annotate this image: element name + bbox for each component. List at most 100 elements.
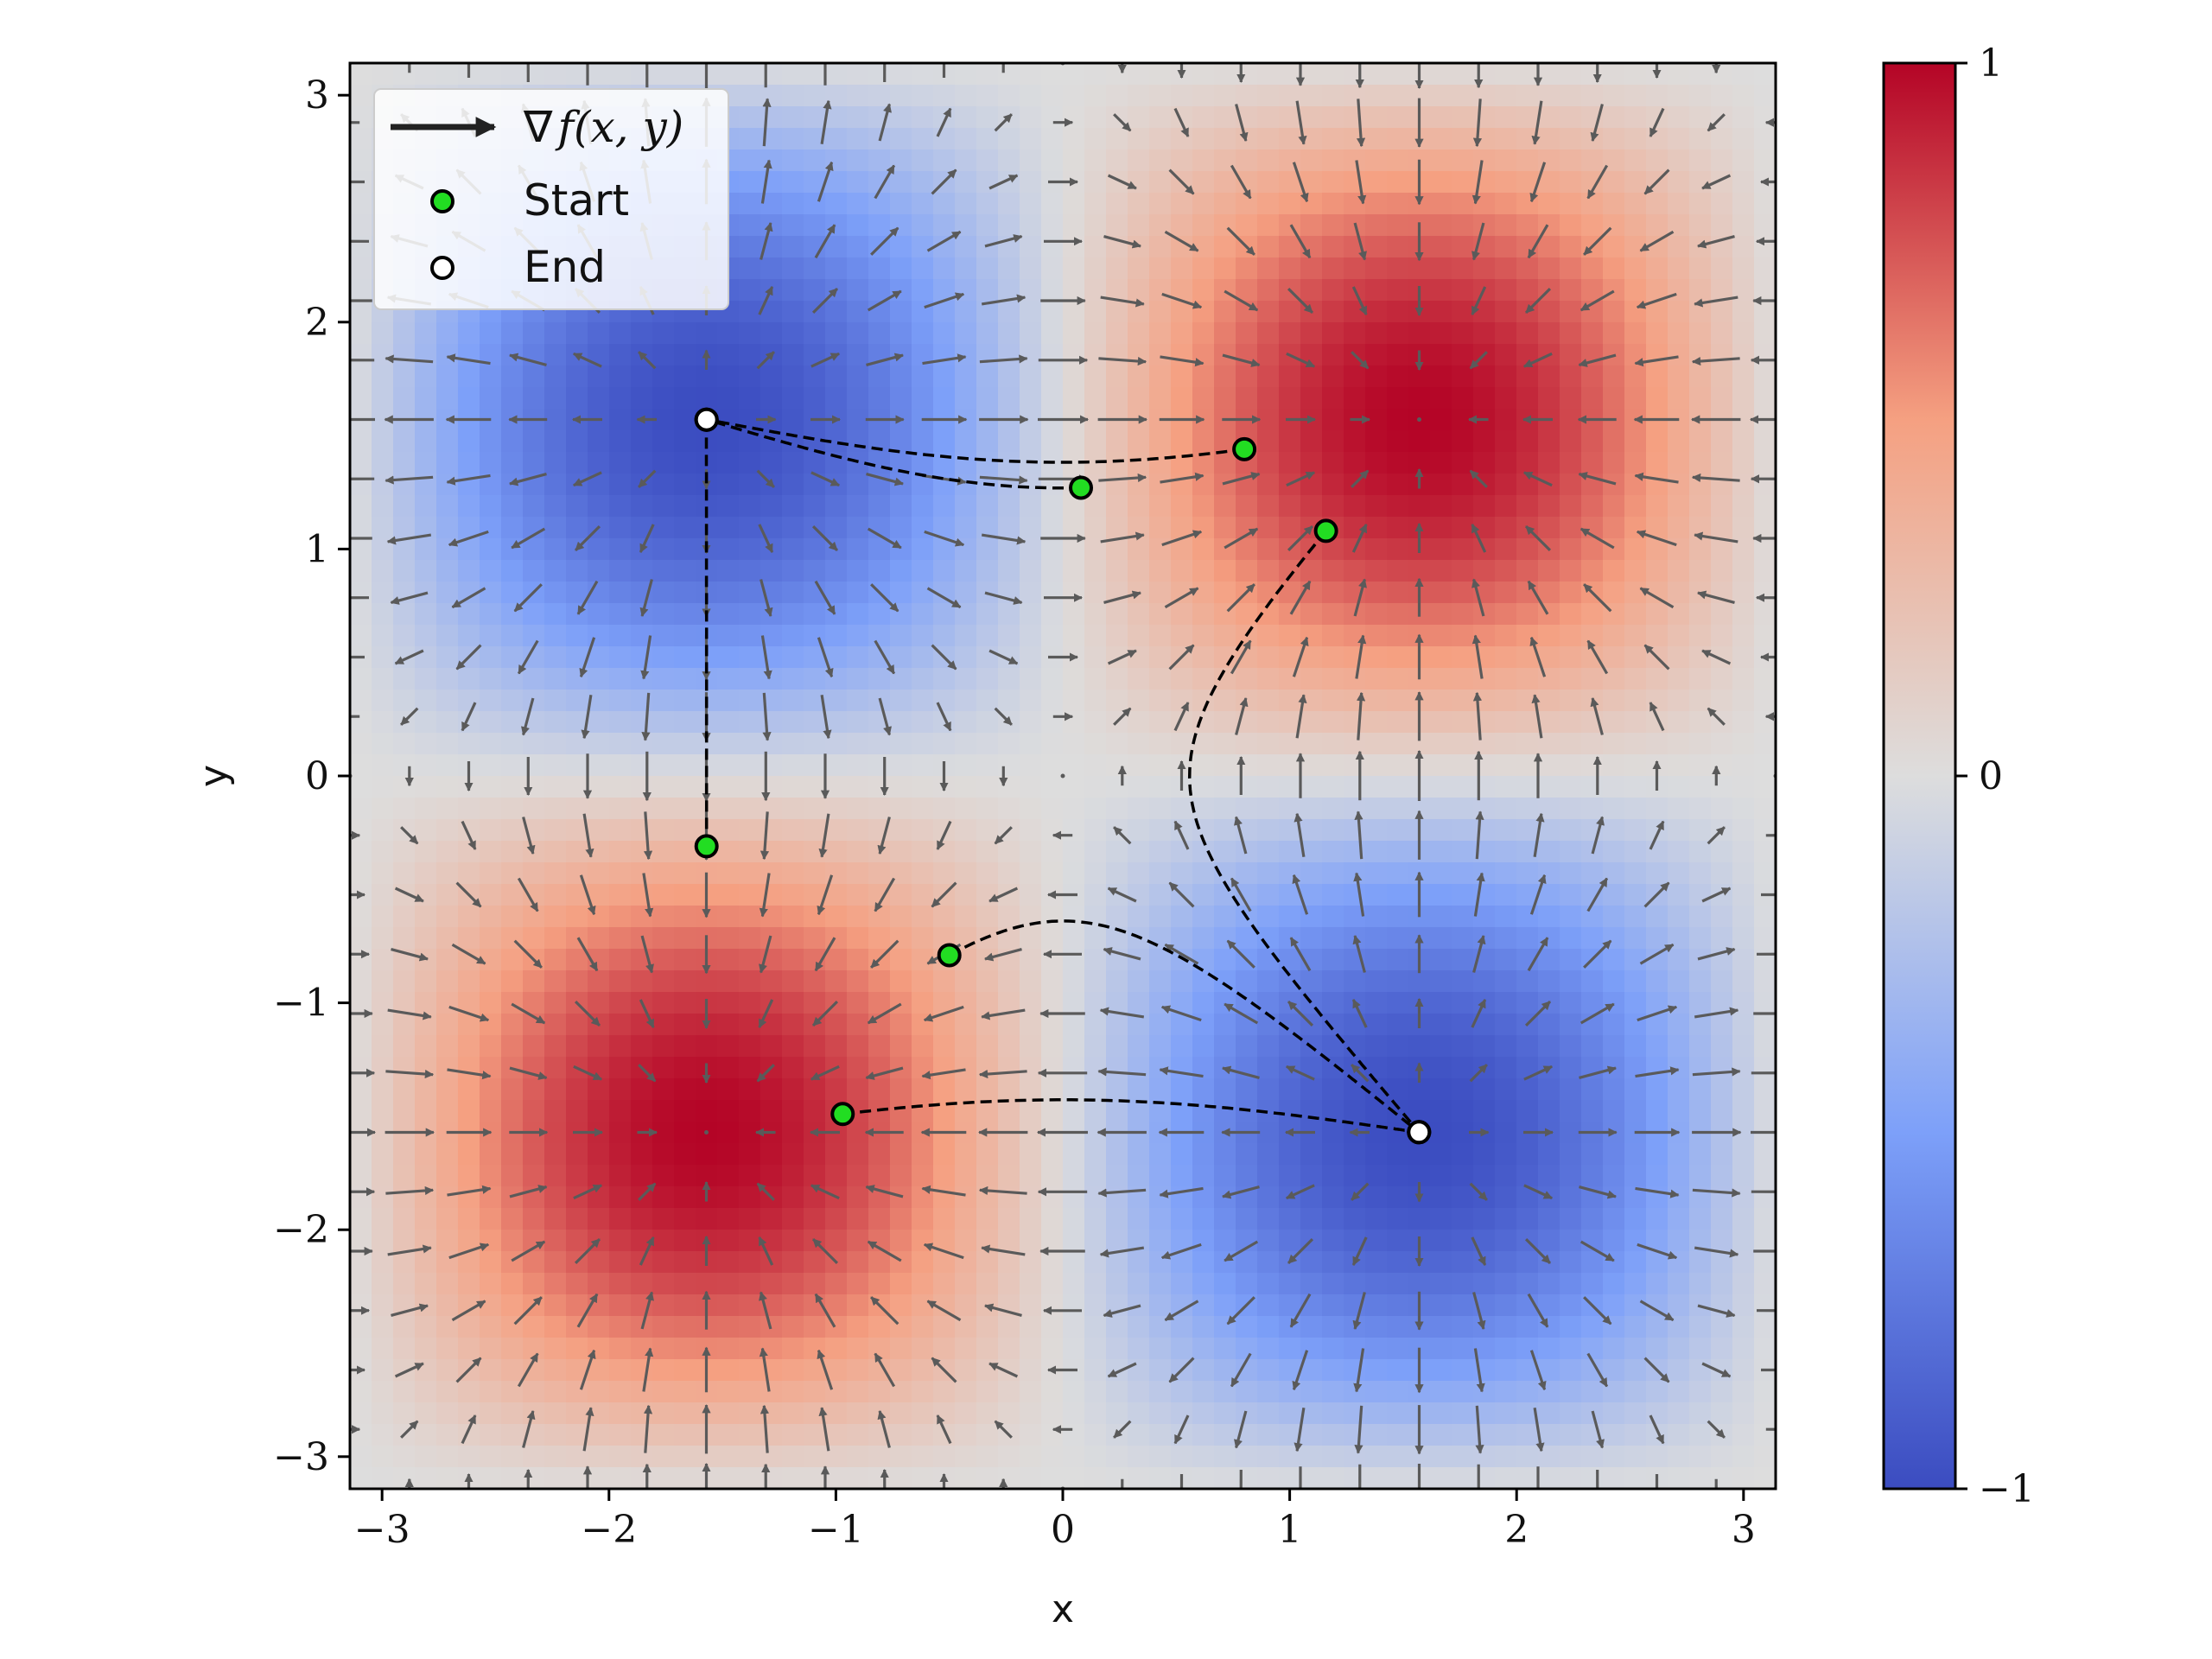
heatmap-cell xyxy=(436,1402,459,1425)
heatmap-cell xyxy=(1689,711,1712,734)
heatmap-cell xyxy=(1365,1359,1388,1382)
heatmap-cell xyxy=(1322,776,1344,798)
heatmap-cell xyxy=(1754,344,1776,366)
heatmap-cell xyxy=(933,322,956,345)
heatmap-cell xyxy=(1063,906,1085,928)
heatmap-cell xyxy=(912,128,934,150)
heatmap-cell xyxy=(544,1446,567,1468)
heatmap-cell xyxy=(1387,646,1409,669)
heatmap-cell xyxy=(1171,1078,1193,1101)
heatmap-cell xyxy=(825,1273,848,1295)
heatmap-cell xyxy=(1257,365,1280,388)
heatmap-cell xyxy=(1214,106,1236,129)
heatmap-cell xyxy=(1192,1100,1215,1122)
heatmap-cell xyxy=(1365,646,1388,669)
heatmap-cell xyxy=(501,495,524,518)
heatmap-cell xyxy=(1732,1035,1755,1058)
heatmap-cell xyxy=(1754,625,1776,647)
heatmap-cell xyxy=(674,409,696,431)
heatmap-cell xyxy=(609,1078,632,1101)
heatmap-cell xyxy=(1689,798,1712,820)
heatmap-cell xyxy=(1689,128,1712,150)
heatmap-cell xyxy=(1603,798,1625,820)
heatmap-cell xyxy=(1084,949,1107,971)
heatmap-cell xyxy=(631,387,653,410)
heatmap-cell xyxy=(1192,754,1215,777)
heatmap-cell xyxy=(544,1273,567,1295)
heatmap-cell xyxy=(847,1014,869,1036)
heatmap-cell xyxy=(1560,1100,1582,1122)
heatmap-cell xyxy=(1257,430,1280,453)
heatmap-cell xyxy=(1322,452,1344,474)
heatmap-cell xyxy=(1603,1424,1625,1446)
heatmap-cell xyxy=(1322,1165,1344,1187)
heatmap-cell xyxy=(1668,322,1690,345)
heatmap-cell xyxy=(1560,798,1582,820)
heatmap-cell xyxy=(652,1035,675,1058)
heatmap-cell xyxy=(739,63,761,86)
heatmap-cell xyxy=(436,884,459,906)
heatmap-cell xyxy=(890,906,912,928)
heatmap-cell xyxy=(1084,430,1107,453)
heatmap-cell xyxy=(1192,495,1215,518)
heatmap-cell xyxy=(523,798,545,820)
heatmap-cell xyxy=(631,754,653,777)
heatmap-cell xyxy=(1452,1014,1474,1036)
heatmap-cell xyxy=(1300,365,1323,388)
heatmap-cell xyxy=(436,365,459,388)
heatmap-cell xyxy=(1300,776,1323,798)
heatmap-cell xyxy=(955,106,977,129)
heatmap-cell xyxy=(1084,1165,1107,1187)
heatmap-cell xyxy=(1257,625,1280,647)
heatmap-cell xyxy=(393,560,416,582)
heatmap-cell xyxy=(1624,1035,1647,1058)
heatmap-cell xyxy=(1560,819,1582,842)
heatmap-cell xyxy=(609,733,632,755)
heatmap-cell xyxy=(955,690,977,712)
heatmap-cell xyxy=(1387,365,1409,388)
heatmap-cell xyxy=(1192,1208,1215,1230)
heatmap-cell xyxy=(1538,106,1560,129)
heatmap-cell xyxy=(933,862,956,885)
heatmap-cell xyxy=(825,1165,848,1187)
heatmap-cell xyxy=(1171,149,1193,172)
heatmap-cell xyxy=(998,1057,1020,1079)
heatmap-cell xyxy=(1084,970,1107,993)
heatmap-cell xyxy=(1322,1381,1344,1403)
heatmap-cell xyxy=(1668,819,1690,842)
heatmap-cell xyxy=(1106,1467,1128,1489)
heatmap-cell xyxy=(739,1143,761,1166)
heatmap-cell xyxy=(1495,690,1517,712)
heatmap-cell xyxy=(1754,1402,1776,1425)
heatmap-cell xyxy=(1128,149,1150,172)
heatmap-cell xyxy=(782,1100,804,1122)
heatmap-cell xyxy=(1754,149,1776,172)
heatmap-cell xyxy=(350,301,372,323)
heatmap-cell xyxy=(350,1208,372,1230)
heatmap-cell xyxy=(955,560,977,582)
heatmap-cell xyxy=(1041,1446,1064,1468)
heatmap-cell xyxy=(372,1100,394,1122)
heatmap-cell xyxy=(1452,1208,1474,1230)
heatmap-cell xyxy=(976,646,999,669)
heatmap-cell xyxy=(480,841,502,863)
heatmap-cell xyxy=(415,1165,437,1187)
heatmap-cell xyxy=(1516,452,1539,474)
heatmap-cell xyxy=(1430,1122,1452,1144)
heatmap-cell xyxy=(760,1273,783,1295)
heatmap-cell xyxy=(1754,430,1776,453)
heatmap-cell xyxy=(1128,1381,1150,1403)
heatmap-cell xyxy=(415,538,437,561)
heatmap-cell xyxy=(1279,1100,1301,1122)
heatmap-cell xyxy=(1624,970,1647,993)
heatmap-cell xyxy=(847,365,869,388)
heatmap-cell xyxy=(1473,798,1496,820)
heatmap-cell xyxy=(393,1165,416,1187)
heatmap-cell xyxy=(1300,1316,1323,1338)
heatmap-cell xyxy=(1732,452,1755,474)
heatmap-cell xyxy=(1603,711,1625,734)
heatmap-cell xyxy=(674,1381,696,1403)
heatmap-cell xyxy=(1106,1143,1128,1166)
heatmap-cell xyxy=(1344,776,1366,798)
heatmap-cell xyxy=(1495,1035,1517,1058)
